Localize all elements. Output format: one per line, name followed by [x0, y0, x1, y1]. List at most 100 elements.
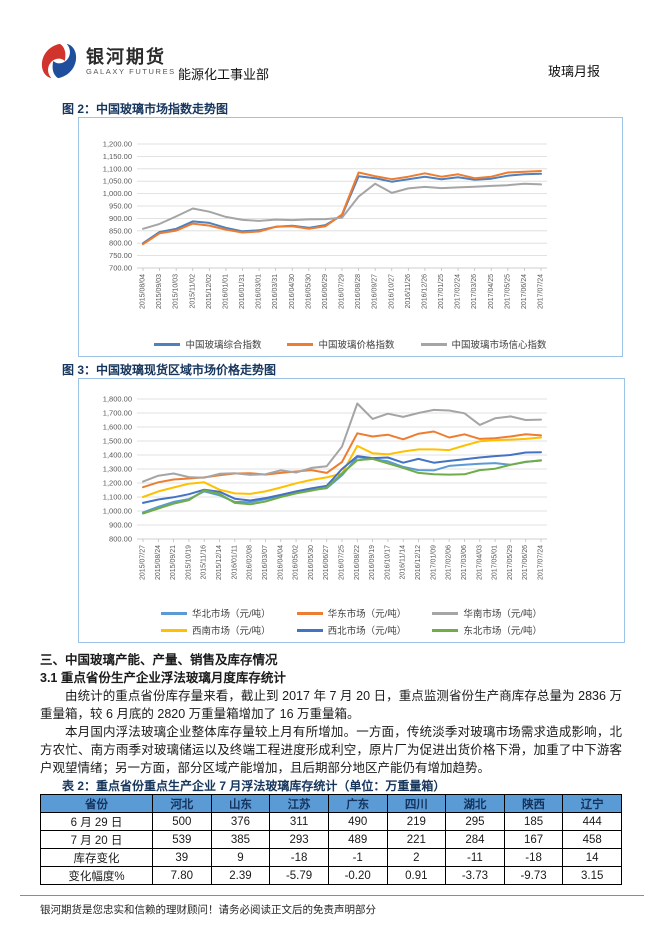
y-axis-tick-label: 1,300.00 [103, 465, 132, 474]
x-axis-tick-label: 2017/06/26 [522, 545, 529, 580]
x-axis-tick-label: 2017/03/26 [471, 274, 478, 309]
y-axis-tick-label: 1,000.00 [103, 507, 132, 516]
figure2-caption: 图 2：中国玻璃市场指数走势图 [62, 102, 229, 116]
x-axis-tick-label: 2015/10/03 [173, 274, 180, 309]
x-axis-tick-label: 2016/10/27 [388, 274, 395, 309]
table-header-cell: 省份 [40, 794, 153, 813]
legend-item-label: 中国玻璃市场信心指数 [451, 340, 547, 351]
section-capacity-inventory: 三、中国玻璃产能、产量、销售及库存情况 3.1 重点省份生产企业浮法玻璃月度库存… [40, 651, 622, 777]
x-axis-tick-label: 2015/12/14 [216, 545, 223, 580]
table-cell: 14 [562, 848, 622, 867]
legend-item: 中国玻璃综合指数 [154, 337, 261, 351]
x-axis-tick-label: 2017/05/29 [507, 545, 514, 580]
y-axis-tick-label: 1,400.00 [103, 451, 132, 460]
y-axis-tick-label: 1,050.00 [103, 177, 132, 186]
legend-line-swatch [161, 628, 188, 632]
x-axis-tick-label: 2016/09/19 [369, 545, 376, 580]
x-axis-tick-label: 2017/06/24 [521, 274, 528, 309]
x-axis-tick-label: 2017/04/25 [488, 274, 495, 309]
y-axis-tick-label: 850.00 [109, 226, 132, 235]
legend-item-label: 东北市场（元/吨） [463, 626, 542, 637]
company-logo: 银河期货 GALAXY FUTURES [40, 42, 176, 80]
x-axis-tick-label: 2017/05/01 [492, 545, 499, 580]
x-axis-tick-label: 2016/10/17 [384, 545, 391, 580]
report-title: 玻璃月报 [548, 64, 601, 79]
legend-item: 西南市场（元/吨） [161, 623, 271, 637]
table-cell: -11 [445, 848, 505, 867]
table-cell: 539 [152, 830, 212, 849]
table-cell: 185 [503, 812, 564, 831]
table-cell: 6 月 29 日 [40, 812, 153, 831]
table-cell: 3.15 [562, 866, 622, 885]
table-cell: 221 [386, 830, 447, 849]
x-axis-tick-label: 2015/07/27 [140, 545, 147, 580]
section-paragraph-2: 本月国内浮法玻璃企业整体库存量较上月有所增加。一方面，传统淡季对玻璃市场需求造成… [40, 725, 622, 775]
x-axis-tick-label: 2016/05/02 [293, 545, 300, 580]
x-axis-tick-label: 2016/06/29 [322, 274, 329, 309]
x-axis-tick-label: 2016/03/07 [262, 545, 269, 580]
table-cell: -5.79 [269, 866, 329, 885]
y-axis-tick-label: 900.00 [109, 214, 132, 223]
table-cell: -0.20 [327, 866, 388, 885]
series-line [142, 451, 542, 504]
table-cell: 9 [210, 848, 271, 867]
x-axis-tick-label: 2015/09/03 [156, 274, 163, 309]
table-cell: -9.73 [503, 866, 564, 885]
table-cell: 500 [152, 812, 212, 831]
y-axis-tick-label: 1,100.00 [103, 164, 132, 173]
regional-price-chart-legend: 华北市场（元/吨） 华东市场（元/吨） 华南市场（元/吨） 西南市场（元/吨） 西北市场… [79, 603, 624, 637]
table-cell: 284 [445, 830, 505, 849]
y-axis-tick-label: 1,600.00 [103, 423, 132, 432]
x-axis-tick-label: 2017/02/24 [455, 274, 462, 309]
legend-item: 华北市场（元/吨） [161, 606, 271, 620]
y-axis-tick-label: 1,200.00 [103, 479, 132, 488]
x-axis-tick-label: 2016/12/12 [415, 545, 422, 580]
x-axis-tick-label: 2016/07/29 [339, 274, 346, 309]
table-cell: 489 [327, 830, 388, 849]
legend-line-swatch [287, 342, 314, 346]
x-axis-tick-label: 2016/01/11 [231, 545, 238, 580]
table-row: 7 月 20 日 539 385 293 489 221 284 167 458 [40, 830, 622, 849]
table-cell: 2 [386, 848, 447, 867]
legend-item-label: 华北市场（元/吨） [192, 609, 271, 620]
glass-index-line-chart: 700.00 750.00 800.00 850.00 900.00 950.00 1,00… [78, 117, 623, 357]
inventory-table-body: 6 月 29 日 500 376 311 490 219 295 185 444 7 月 20 日… [40, 812, 622, 885]
x-axis-tick-label: 2015/08/04 [140, 274, 147, 309]
legend-line-swatch [161, 611, 188, 615]
legend-item-label: 华东市场（元/吨） [327, 609, 407, 620]
table-cell: 167 [503, 830, 564, 849]
department-title: 能源化工事业部 [178, 67, 270, 82]
x-axis-tick-label: 2016/12/26 [421, 274, 428, 309]
series-line [142, 402, 542, 483]
table-cell: 458 [562, 830, 622, 849]
table-cell: -1 [327, 848, 388, 867]
table-cell: 变化幅度% [40, 866, 153, 885]
table-cell: 490 [327, 812, 388, 831]
table-row: 变化幅度% 7.80 2.39 -5.79 -0.20 0.91 -3.73 -9.73 3.1… [40, 866, 622, 885]
footer-disclaimer: 银河期货是您忠实和信赖的理财顾问！请务必阅读正文后的免责声明部分 [40, 904, 376, 916]
table-cell: 376 [210, 812, 271, 831]
regional-price-line-chart: 800.00 900.00 1,000.00 1,100.00 1,200.00 1,30… [78, 378, 625, 643]
x-axis-tick-label: 2016/01/01 [222, 274, 229, 309]
y-axis-tick-label: 800.00 [109, 239, 132, 248]
legend-line-swatch [296, 628, 323, 632]
series-line [142, 170, 542, 246]
x-axis-tick-label: 2017/07/24 [538, 545, 545, 580]
galaxy-swirl-icon [41, 43, 77, 79]
table-header-cell: 山东 [210, 794, 271, 813]
regional-price-chart-svg: 800.00 900.00 1,000.00 1,100.00 1,200.00 1,30… [103, 395, 547, 580]
footer-divider [20, 895, 644, 896]
x-axis-tick-label: 2017/04/03 [476, 545, 483, 580]
legend-item-label: 华南市场（元/吨） [463, 609, 542, 620]
y-axis-tick-label: 1,800.00 [103, 395, 132, 404]
inventory-table-header: 省份 河北 山东 江苏 广东 四川 湖北 陕西 辽宁 [40, 794, 622, 813]
inventory-table: 省份 河北 山东 江苏 广东 四川 湖北 陕西 辽宁 6 月 29 日 500 376 311 490 2… [40, 794, 622, 885]
series-line [142, 182, 542, 230]
table-header-cell: 辽宁 [562, 794, 622, 813]
table-header-cell: 广东 [327, 794, 388, 813]
legend-line-swatch [432, 628, 459, 632]
glass-index-chart-legend: 中国玻璃综合指数 中国玻璃价格指数 中国玻璃市场信心指数 [79, 334, 622, 351]
series-line [142, 457, 542, 515]
table-cell: -18 [269, 848, 329, 867]
y-axis-tick-label: 1,150.00 [103, 152, 132, 161]
